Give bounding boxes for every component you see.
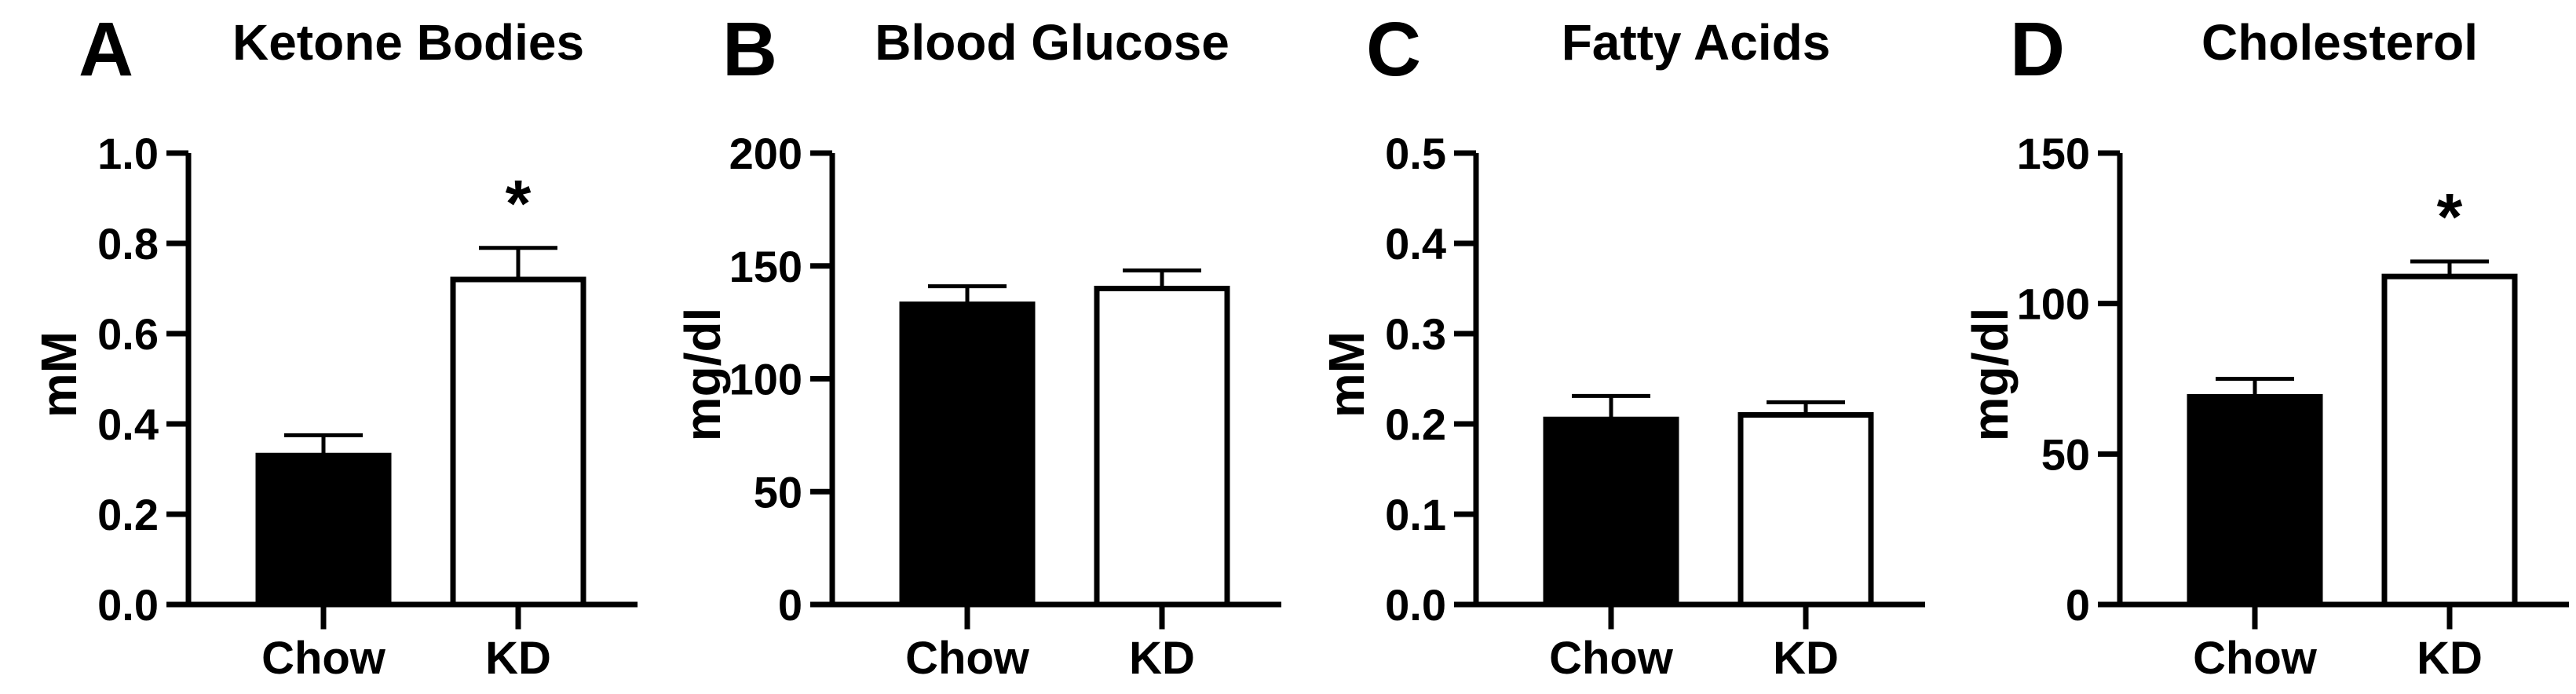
- x-tick-label: KD: [2417, 633, 2483, 684]
- bar-kd: [2381, 273, 2518, 608]
- bar-kd: [450, 276, 586, 608]
- bar-chart-cholesterol: 0 50 100 150 Chow KD *: [2017, 129, 2569, 684]
- y-tick-label: 0.4: [1385, 219, 1446, 268]
- x-tick-label: Chow: [905, 633, 1030, 684]
- panel-title: Ketone Bodies: [232, 14, 585, 71]
- y-tick-label: 0.2: [97, 490, 159, 539]
- panel-cholesterol: D Cholesterol mg/dl 0 50 100 150 Chow KD *: [1931, 0, 2576, 694]
- panel-letter: C: [1366, 6, 1422, 92]
- significance-asterisk: *: [506, 166, 532, 240]
- y-tick-label: 100: [2017, 279, 2090, 329]
- panel-title: Cholesterol: [2201, 14, 2479, 71]
- panel-letter: D: [2010, 6, 2066, 92]
- y-tick-label: 0.0: [1385, 580, 1446, 630]
- y-tick-label: 0: [778, 580, 802, 630]
- y-tick-label: 0.3: [1385, 309, 1446, 359]
- panel-ketone-bodies: A Ketone Bodies mM 0.0 0.2 0.4 0.6 0.8 1.0 Cho…: [0, 0, 644, 694]
- y-tick-label: 0: [2066, 580, 2090, 630]
- x-tick-label: KD: [1773, 633, 1839, 684]
- y-tick-label: 0.4: [97, 400, 159, 449]
- y-tick-label: 0.6: [97, 309, 159, 359]
- panel-letter: B: [722, 6, 778, 92]
- significance-asterisk: *: [2437, 180, 2463, 254]
- bar-chow: [1543, 416, 1679, 608]
- y-tick-label: 0.0: [97, 580, 159, 630]
- bar-chow: [2187, 394, 2323, 608]
- bar-chart-blood-glucose: 0 50 100 150 200 Chow KD: [729, 129, 1281, 684]
- y-tick-label: 200: [729, 129, 802, 178]
- x-tick-label: KD: [485, 633, 551, 684]
- y-tick-label: 150: [2017, 129, 2090, 178]
- bar-kd: [1737, 412, 1874, 608]
- panel-title: Fatty Acids: [1561, 14, 1831, 71]
- panel-letter: A: [79, 6, 134, 92]
- y-tick-label: 1.0: [97, 129, 159, 178]
- x-tick-label: Chow: [261, 633, 386, 684]
- y-tick-label: 150: [729, 242, 802, 291]
- y-tick-label: 0.2: [1385, 400, 1446, 449]
- bar-kd: [1094, 286, 1230, 608]
- bar-chart-ketone-bodies: 0.0 0.2 0.4 0.6 0.8 1.0 Chow KD *: [97, 129, 638, 684]
- y-tick-label: 50: [754, 467, 802, 517]
- bar-chow: [899, 301, 1036, 608]
- panel-title: Blood Glucose: [875, 14, 1230, 71]
- panel-blood-glucose: B Blood Glucose mg/dl 0 50 100 150 200 Chow KD: [644, 0, 1288, 694]
- panel-fatty-acids: C Fatty Acids mM 0.0 0.1 0.2 0.3 0.4 0.5 Chow K…: [1288, 0, 1931, 694]
- y-tick-label: 50: [2041, 429, 2090, 479]
- bar-chart-fatty-acids: 0.0 0.1 0.2 0.3 0.4 0.5 Chow KD: [1385, 129, 1925, 684]
- y-tick-label: 0.5: [1385, 129, 1446, 178]
- bar-chow: [255, 452, 392, 608]
- x-tick-label: KD: [1129, 633, 1195, 684]
- x-tick-label: Chow: [2193, 633, 2318, 684]
- y-tick-label: 0.8: [97, 219, 159, 268]
- x-tick-label: Chow: [1549, 633, 1674, 684]
- y-tick-label: 0.1: [1385, 490, 1446, 539]
- y-tick-label: 100: [729, 355, 802, 404]
